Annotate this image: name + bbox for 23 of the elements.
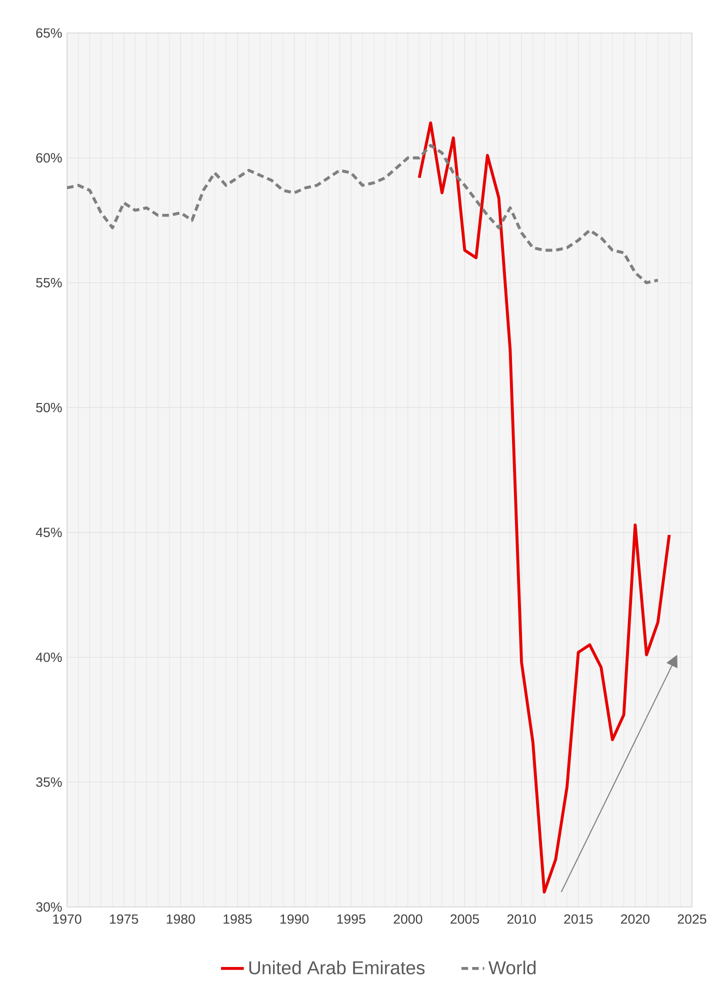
- x-tick-label: 2015: [564, 914, 593, 924]
- x-tick-label: 1985: [224, 914, 252, 924]
- y-tick-label: 30%: [36, 902, 62, 912]
- y-tick-label: 60%: [36, 153, 62, 163]
- y-tick-label: 40%: [36, 652, 62, 662]
- legend-label: World: [488, 960, 536, 974]
- y-tick-label: 50%: [36, 402, 62, 412]
- line-series: [418, 121, 671, 894]
- x-tick-label: 1980: [166, 914, 195, 924]
- y-tick-label: 45%: [36, 528, 62, 538]
- x-tick-label: 1995: [337, 914, 366, 924]
- x-tick-label: 2010: [507, 914, 536, 924]
- x-tick-label: 2005: [450, 914, 479, 924]
- x-tick-label: 1970: [53, 914, 82, 924]
- x-tick-label: 2020: [621, 914, 650, 924]
- y-tick-label: 65%: [36, 28, 62, 38]
- x-tick-label: 2000: [394, 914, 422, 924]
- y-tick-label: 35%: [36, 777, 62, 787]
- y-tick-label: 55%: [36, 278, 62, 288]
- x-tick-label: 1975: [110, 914, 138, 924]
- x-tick-label: 2025: [678, 914, 706, 924]
- x-tick-label: 1990: [280, 914, 309, 924]
- legend-label: United Arab Emirates: [249, 960, 425, 974]
